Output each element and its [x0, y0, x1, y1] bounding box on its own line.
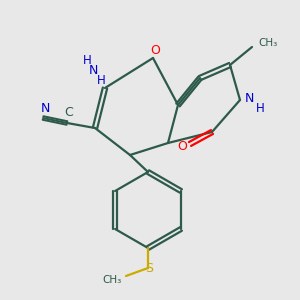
Text: S: S	[145, 262, 153, 275]
Text: CH₃: CH₃	[102, 275, 122, 285]
Text: N: N	[244, 92, 254, 106]
Text: H: H	[256, 103, 264, 116]
Text: H: H	[82, 53, 91, 67]
Text: CH₃: CH₃	[258, 38, 278, 48]
Text: N: N	[88, 64, 98, 77]
Text: C: C	[64, 106, 74, 119]
Text: N: N	[40, 101, 50, 115]
Text: O: O	[177, 140, 187, 152]
Text: H: H	[97, 74, 105, 86]
Text: O: O	[150, 44, 160, 56]
